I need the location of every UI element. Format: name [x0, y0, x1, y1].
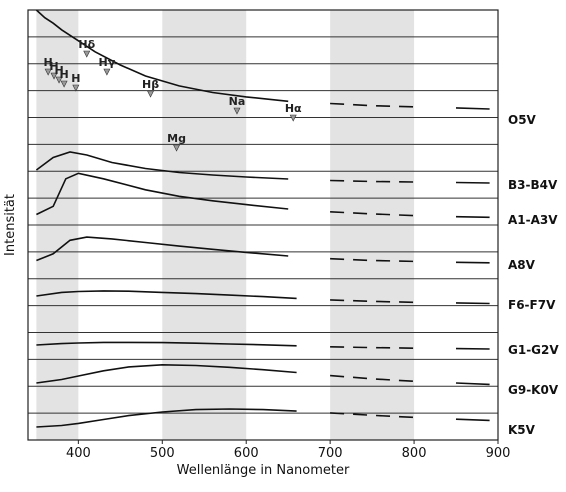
class-label: B3-B4V [508, 178, 558, 192]
annotation-arrow [148, 91, 154, 97]
series-line-tail [456, 183, 490, 184]
line-annotation: H [71, 72, 80, 85]
class-label: G9-K0V [508, 383, 559, 397]
x-tick-label: 400 [66, 446, 91, 461]
x-tick-label: 700 [318, 446, 343, 461]
class-label: F6-F7V [508, 298, 556, 312]
line-annotation: Hδ [78, 38, 95, 51]
y-axis-label: Intensität [3, 194, 18, 256]
series-line-tail [456, 108, 490, 109]
x-tick-label: 800 [402, 446, 427, 461]
x-axis-label: Wellenlänge in Nanometer [177, 463, 350, 478]
class-label: G1-G2V [508, 343, 559, 357]
annotation-arrow [104, 69, 110, 75]
class-labels: O5V B3-B4V A1-A3V A8V F6-F7V G1-G2V G9-K0V K5V [508, 113, 559, 437]
series-line-tail [456, 303, 490, 304]
annotation-arrow [290, 115, 296, 121]
line-annotation: Mg [167, 132, 186, 145]
grid-lines [28, 37, 498, 413]
annotation-arrow [84, 51, 90, 57]
line-annotation: Hγ [99, 56, 116, 69]
series-lines [36, 10, 489, 427]
x-ticks: 400 500 600 700 800 900 [66, 440, 510, 461]
x-tick-label: 500 [150, 446, 175, 461]
line-annotation: Hα [285, 102, 302, 115]
line-annotation: Na [229, 95, 246, 108]
x-tick-label: 900 [486, 446, 511, 461]
series-line-tail [456, 262, 490, 263]
class-label: O5V [508, 113, 537, 127]
line-annotation: H [59, 68, 68, 81]
series-line-tail [456, 217, 490, 218]
line-annotation: Hβ [142, 78, 159, 91]
class-label: A1-A3V [508, 213, 558, 227]
x-tick-label: 600 [234, 446, 259, 461]
class-label: A8V [508, 258, 536, 272]
series-line-tail [456, 419, 490, 420]
series-line-tail [456, 383, 490, 384]
class-label: K5V [508, 423, 536, 437]
